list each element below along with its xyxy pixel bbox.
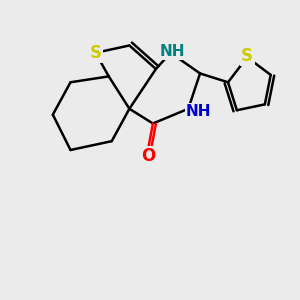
Text: NH: NH	[159, 44, 185, 59]
Text: S: S	[241, 47, 253, 65]
Text: NH: NH	[186, 104, 211, 119]
Text: O: O	[141, 147, 156, 165]
Text: S: S	[89, 44, 101, 62]
